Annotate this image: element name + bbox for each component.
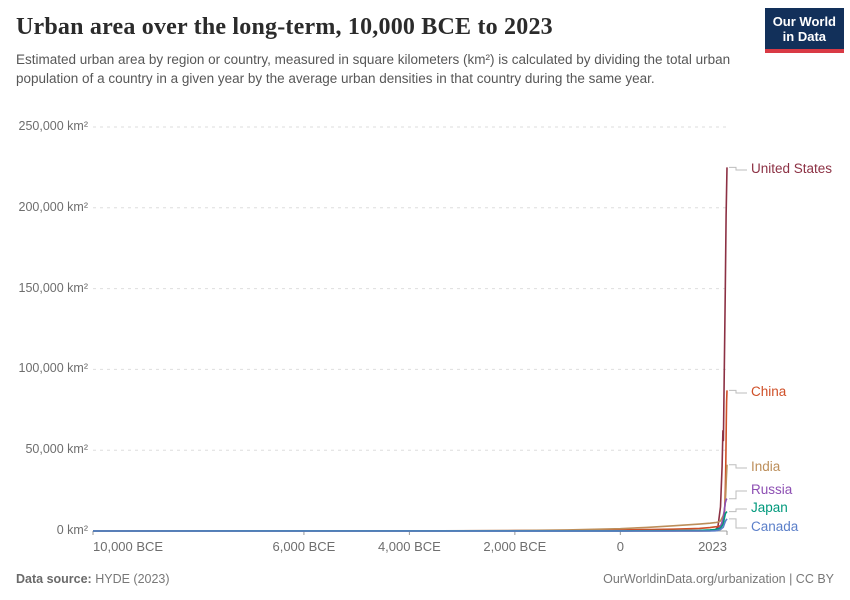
- page-title: Urban area over the long-term, 10,000 BC…: [16, 14, 553, 40]
- series-line-canada[interactable]: [93, 518, 728, 532]
- y-axis-tick-label: 150,000 km²: [18, 280, 88, 295]
- chart-subtitle: Estimated urban area by region or countr…: [16, 52, 731, 86]
- data-source: Data source: HYDE (2023): [16, 572, 170, 586]
- series-line-russia[interactable]: [92, 498, 728, 532]
- series-label-india[interactable]: India: [751, 459, 781, 474]
- x-axis-tick-label: 0: [616, 539, 624, 554]
- x-axis-tick-label: 2,000 BCE: [483, 539, 547, 554]
- series-label-japan[interactable]: Japan: [751, 500, 788, 515]
- y-axis-tick-label: 250,000 km²: [18, 119, 88, 133]
- label-connector: [729, 508, 747, 513]
- data-source-label: Data source:: [16, 572, 92, 586]
- x-axis-tick-label: 4,000 BCE: [377, 539, 441, 554]
- x-axis-tick-label: 10,000 BCE: [93, 539, 164, 554]
- series-label-russia[interactable]: Russia: [751, 482, 793, 497]
- data-source-value: HYDE (2023): [91, 572, 170, 586]
- label-connector: [729, 518, 747, 529]
- series-label-united-states[interactable]: United States: [751, 161, 833, 176]
- series-label-canada[interactable]: Canada: [751, 519, 799, 534]
- series-line-united-states[interactable]: [93, 167, 728, 532]
- chart-footer: Data source: HYDE (2023) OurWorldinData.…: [16, 572, 834, 586]
- label-connector: [729, 464, 747, 469]
- y-axis-tick-label: 50,000 km²: [25, 442, 88, 457]
- y-axis-tick-label: 0 km²: [56, 523, 88, 537]
- owid-logo-line2: in Data: [782, 29, 827, 44]
- owid-logo: Our World in Data: [764, 8, 844, 53]
- series-line-china[interactable]: [93, 390, 728, 532]
- label-connector: [729, 389, 747, 394]
- y-axis-tick-label: 200,000 km²: [18, 199, 88, 214]
- label-connector: [729, 166, 747, 171]
- x-axis-tick-label: 2023: [698, 539, 727, 554]
- x-axis-tick-label: 6,000 BCE: [272, 539, 336, 554]
- series-line-india[interactable]: [92, 464, 728, 532]
- owid-logo-line1: Our World: [772, 14, 836, 29]
- label-connector: [729, 490, 747, 500]
- series-label-china[interactable]: China: [751, 384, 787, 399]
- y-axis-tick-label: 100,000 km²: [18, 361, 88, 376]
- credit-link[interactable]: OurWorldinData.org/urbanization | CC BY: [603, 572, 834, 586]
